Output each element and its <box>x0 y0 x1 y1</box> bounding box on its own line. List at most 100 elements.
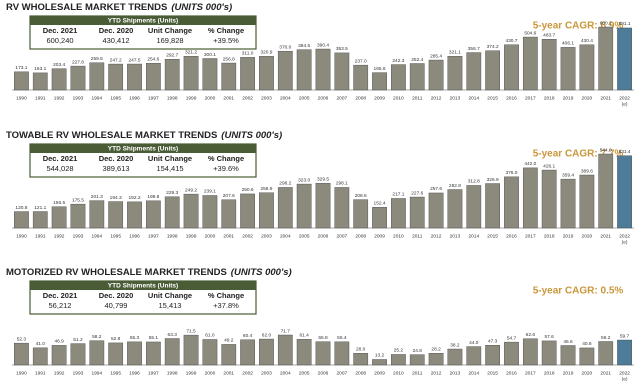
bar <box>146 200 161 229</box>
bar <box>296 49 312 91</box>
x-tick-label: 2001 <box>223 370 234 376</box>
title-text: TOWABLE RV WHOLESALE MARKET TRENDS <box>6 130 217 141</box>
bar <box>560 47 576 91</box>
bar <box>428 192 444 229</box>
title-text: RV WHOLESALE MARKET TRENDS <box>6 2 167 13</box>
value-label: 359.4 <box>562 172 574 178</box>
table-cell: 15,413 <box>159 301 182 310</box>
x-tick-label: 2011 <box>412 370 423 376</box>
value-label: 165.6 <box>374 66 386 72</box>
bar <box>14 211 29 229</box>
table-header <box>30 144 256 153</box>
title-units: (UNITS 000's) <box>231 267 292 278</box>
bar <box>259 56 274 91</box>
bar <box>409 354 425 366</box>
bar <box>296 339 312 366</box>
bar <box>51 345 67 366</box>
value-label: 121.1 <box>34 205 46 211</box>
title-units: (UNITS 000's) <box>171 2 232 13</box>
x-tick-label: 2000 <box>205 370 216 376</box>
x-tick-label: 2000 <box>205 95 216 101</box>
bar <box>391 354 406 366</box>
bar <box>522 167 538 229</box>
bar <box>183 193 199 229</box>
bar <box>391 64 406 91</box>
x-tick-label: 2010 <box>393 95 404 101</box>
bar <box>240 339 255 366</box>
bar <box>598 341 614 366</box>
value-label: 282.8 <box>449 183 461 189</box>
value-label: 175.5 <box>72 197 84 203</box>
x-tick-label: 1997 <box>148 233 159 239</box>
bar <box>127 341 142 366</box>
title-text: MOTORIZED RV WHOLESALE MARKET TRENDS <box>6 267 227 278</box>
bar <box>51 68 67 91</box>
x-tick-label: 2008 <box>355 233 366 239</box>
value-label: 55.3 <box>130 335 140 341</box>
table-cell: +39.5% <box>213 36 239 45</box>
bar <box>89 200 105 229</box>
bar <box>221 344 237 366</box>
bar <box>447 189 463 229</box>
bar <box>504 176 519 229</box>
bar <box>32 72 48 91</box>
value-label: 46.6 <box>563 339 573 345</box>
bar <box>240 193 255 229</box>
x-tick-label: 2009 <box>374 233 385 239</box>
value-label: 320.9 <box>260 50 272 56</box>
value-label: 25.2 <box>394 348 404 354</box>
table-col-header: % Change <box>208 154 244 163</box>
x-tick-label: 2010 <box>393 233 404 239</box>
bar <box>240 57 255 91</box>
value-label: 258.9 <box>260 186 272 192</box>
value-label: 252.4 <box>411 57 423 63</box>
value-label: 323.0 <box>298 177 310 183</box>
table-cell: 154,415 <box>156 164 183 173</box>
value-label: 13.2 <box>375 353 385 359</box>
value-label: 227.8 <box>72 59 84 65</box>
bar <box>277 334 293 366</box>
value-label: 292.7 <box>166 53 178 59</box>
value-label: 199.8 <box>147 194 159 200</box>
bar <box>315 182 331 229</box>
bar <box>51 206 67 229</box>
bar <box>541 340 557 366</box>
value-label: 426.1 <box>543 163 555 169</box>
x-tick-label: 1999 <box>186 233 197 239</box>
bar <box>127 201 142 229</box>
bar <box>504 341 519 366</box>
value-label: 52.8 <box>111 336 121 342</box>
table-cell: +37.8% <box>213 301 239 310</box>
x-tick-label: 2018 <box>544 233 555 239</box>
value-label: 353.5 <box>336 46 348 52</box>
value-label: 55.8 <box>318 335 328 341</box>
value-label: 257.6 <box>430 186 442 192</box>
value-label: 28.2 <box>431 346 441 352</box>
bar <box>259 192 274 229</box>
x-tick-label: 2006 <box>318 370 329 376</box>
x-tick-label: 1997 <box>148 95 159 101</box>
cagr-annotation: 5-year CAGR: 0.5% <box>533 286 624 297</box>
value-label: 389.6 <box>581 168 593 174</box>
value-label: 58.2 <box>92 334 102 340</box>
value-label: 247.2 <box>110 57 122 63</box>
value-label: 217.1 <box>392 192 404 198</box>
value-label: 237.0 <box>355 58 367 64</box>
x-tick-label: 2003 <box>261 370 272 376</box>
x-tick-label: 2014 <box>468 233 479 239</box>
x-tick-label: 2014 <box>468 370 479 376</box>
x-tick-label: 2002 <box>242 95 253 101</box>
bar <box>617 155 632 229</box>
table-col-header: Dec. 2020 <box>99 154 134 163</box>
x-tick-label: 2002 <box>242 233 253 239</box>
value-label: 239.1 <box>204 189 216 195</box>
value-label: 390.4 <box>317 42 329 48</box>
value-label: 544.0 <box>600 147 612 153</box>
value-label: 173.1 <box>15 65 27 71</box>
bar <box>108 63 124 91</box>
x-tick-label: 1991 <box>35 233 46 239</box>
value-label: 38.2 <box>450 342 460 348</box>
bar <box>259 338 274 366</box>
x-tick-label: 2016 <box>506 370 517 376</box>
x-tick-label: 2006 <box>318 95 329 101</box>
